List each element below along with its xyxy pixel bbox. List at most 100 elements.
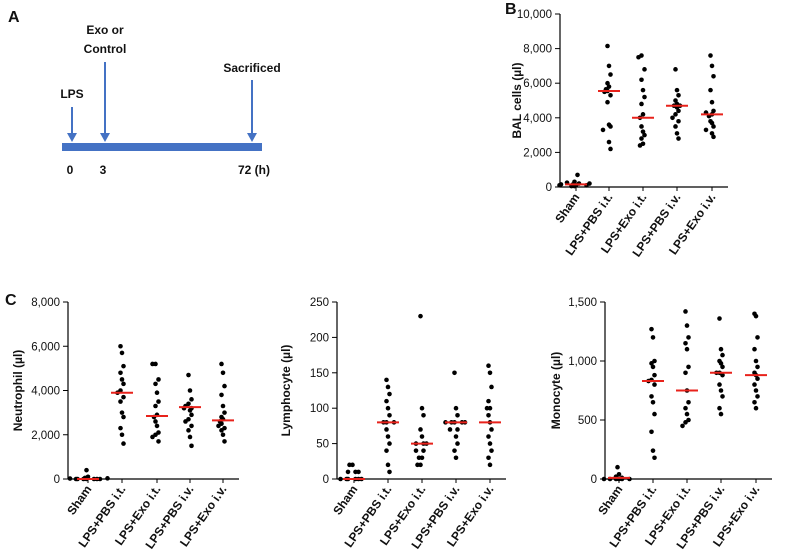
data-point (121, 394, 126, 400)
data-point (154, 423, 160, 429)
data-point (605, 99, 610, 105)
data-point (73, 476, 79, 482)
event-label: Control (84, 42, 127, 56)
data-point (455, 427, 460, 432)
data-point (487, 370, 493, 376)
data-point (709, 131, 715, 136)
data-point (187, 408, 193, 413)
data-point (487, 462, 493, 468)
data-point (615, 464, 620, 470)
data-point (674, 87, 680, 93)
data-point (703, 127, 709, 133)
data-point (673, 124, 678, 129)
data-point (119, 432, 125, 438)
data-point (486, 398, 491, 404)
data-point (189, 397, 194, 402)
data-point (572, 179, 577, 185)
x-tick-label: Sham (595, 483, 625, 518)
data-point (384, 448, 389, 453)
data-point (121, 414, 126, 420)
data-point (683, 420, 688, 425)
data-point (676, 108, 681, 114)
data-point (649, 429, 654, 435)
data-point (606, 84, 612, 89)
data-point (718, 346, 724, 352)
data-point (189, 412, 194, 418)
data-point (338, 476, 343, 482)
data-point (153, 381, 158, 387)
data-point (489, 384, 494, 390)
data-point (709, 63, 715, 69)
y-tick-label: 10,000 (517, 9, 552, 21)
x-tick-label: Sham (330, 483, 360, 518)
y-tick-label: 150 (310, 368, 329, 380)
arrow-head (100, 133, 110, 142)
y-tick-label: 500 (578, 415, 597, 427)
data-point (640, 112, 646, 117)
data-point (452, 370, 457, 376)
data-point (119, 410, 125, 415)
data-point (447, 427, 453, 432)
data-point (640, 87, 646, 93)
data-point (711, 134, 716, 140)
panel-label: B (505, 1, 517, 18)
data-point (676, 136, 681, 141)
data-point (718, 361, 724, 366)
data-point (156, 399, 161, 404)
data-point (650, 364, 656, 370)
data-point (684, 323, 690, 328)
data-point (717, 382, 722, 387)
arrow-head (67, 133, 77, 142)
data-point (684, 346, 690, 352)
data-point (608, 93, 613, 98)
data-point (121, 381, 126, 387)
data-point (755, 376, 760, 382)
event-label: Exo or (86, 23, 124, 37)
data-point (186, 428, 191, 433)
data-point (216, 423, 221, 429)
y-tick-label: 100 (310, 403, 329, 415)
event-label: Sacrificed (223, 61, 280, 75)
data-point (636, 54, 641, 60)
data-point (150, 434, 155, 440)
data-point (652, 372, 657, 378)
data-point (453, 405, 459, 411)
data-point (680, 423, 685, 429)
data-point (711, 73, 716, 79)
data-point (189, 443, 194, 449)
data-point (67, 476, 73, 481)
data-point (121, 441, 126, 446)
data-point (384, 398, 389, 404)
data-point (384, 427, 389, 432)
data-point (486, 455, 491, 461)
data-point (486, 434, 491, 439)
data-point (755, 394, 760, 399)
data-point (720, 372, 725, 378)
data-point (415, 462, 420, 468)
data-point (187, 434, 193, 440)
data-point (387, 441, 392, 446)
data-point (154, 390, 160, 396)
data-point (673, 98, 678, 103)
data-point (686, 335, 691, 340)
data-point (489, 448, 494, 453)
y-tick-label: 250 (310, 297, 329, 309)
data-point (718, 388, 724, 393)
data-point (153, 403, 158, 409)
data-point (686, 400, 691, 405)
data-point (753, 313, 759, 319)
data-point (711, 124, 716, 129)
data-point (156, 439, 161, 444)
data-point (717, 405, 722, 411)
data-point (219, 392, 224, 398)
data-point (752, 400, 757, 405)
data-point (639, 124, 644, 129)
y-axis-label: Neutrophil (µl) (11, 350, 25, 432)
data-point (753, 358, 759, 364)
y-tick-label: 4,000 (523, 113, 552, 125)
data-point (387, 391, 392, 397)
data-point (649, 326, 654, 332)
data-point (455, 441, 460, 446)
data-point (709, 99, 715, 105)
data-point (605, 80, 610, 86)
